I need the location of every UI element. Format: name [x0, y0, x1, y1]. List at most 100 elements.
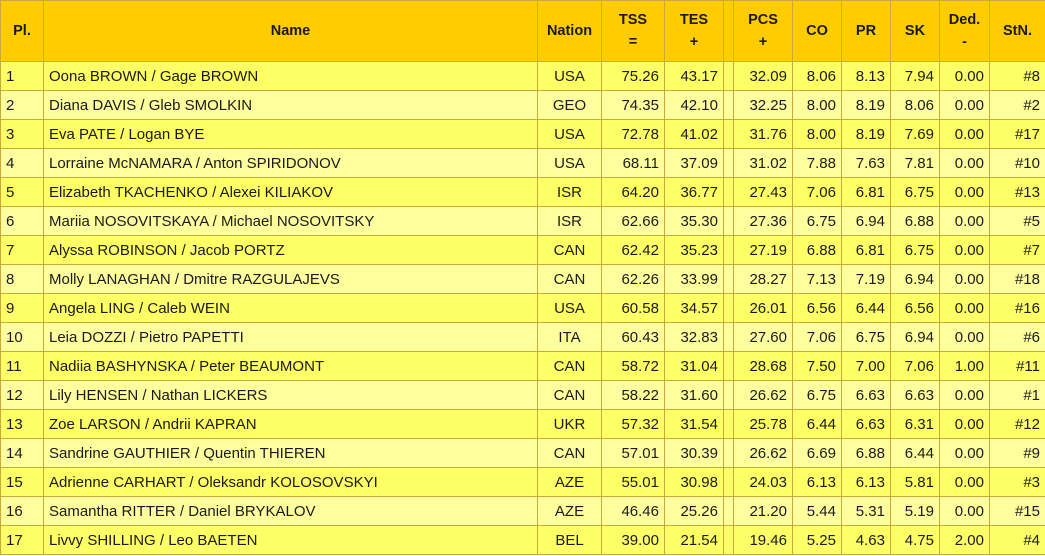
cell-nation: USA	[537, 293, 602, 323]
cell-pr: 7.19	[841, 264, 891, 294]
cell-pr: 8.19	[841, 119, 891, 149]
cell-nation: GEO	[537, 90, 602, 120]
cell-pr: 6.94	[841, 206, 891, 236]
cell-pcs: 26.01	[733, 293, 793, 323]
table-row: 14 Sandrine GAUTHIER / Quentin THIEREN CAN…	[0, 438, 1045, 468]
header-tes: TES +	[664, 0, 724, 62]
cell-pcs: 25.78	[733, 409, 793, 439]
cell-tes: 31.60	[664, 380, 724, 410]
cell-pcs: 24.03	[733, 467, 793, 497]
header-start-number: StN.	[989, 0, 1045, 62]
table-row: 12 Lily HENSEN / Nathan LICKERS CAN 58.22 31…	[0, 380, 1045, 410]
cell-sk: 6.75	[890, 235, 940, 265]
cell-nation: USA	[537, 148, 602, 178]
cell-place: 15	[0, 467, 44, 497]
cell-start-number: #11	[989, 351, 1045, 381]
cell-pr: 7.00	[841, 351, 891, 381]
cell-nation: UKR	[537, 409, 602, 439]
cell-name: Mariia NOSOVITSKAYA / Michael NOSOVITSKY	[43, 206, 538, 236]
cell-place: 6	[0, 206, 44, 236]
cell-deductions: 0.00	[939, 467, 990, 497]
cell-co: 8.06	[792, 61, 842, 91]
cell-name: Samantha RITTER / Daniel BRYKALOV	[43, 496, 538, 526]
table-row: 17 Livvy SHILLING / Leo BAETEN BEL 39.00 21.…	[0, 525, 1045, 555]
cell-nation: CAN	[537, 438, 602, 468]
cell-name: Sandrine GAUTHIER / Quentin THIEREN	[43, 438, 538, 468]
cell-tss: 46.46	[601, 496, 665, 526]
cell-pr: 6.81	[841, 235, 891, 265]
cell-co: 7.06	[792, 322, 842, 352]
table-row: 5 Elizabeth TKACHENKO / Alexei KILIAKOV IS…	[0, 177, 1045, 207]
cell-deductions: 0.00	[939, 264, 990, 294]
cell-spacer	[723, 322, 734, 352]
cell-tss: 57.01	[601, 438, 665, 468]
cell-tss: 74.35	[601, 90, 665, 120]
cell-tss: 60.43	[601, 322, 665, 352]
cell-pcs: 31.76	[733, 119, 793, 149]
cell-sk: 6.63	[890, 380, 940, 410]
cell-start-number: #8	[989, 61, 1045, 91]
cell-pcs: 27.36	[733, 206, 793, 236]
cell-start-number: #2	[989, 90, 1045, 120]
cell-spacer	[723, 409, 734, 439]
cell-start-number: #16	[989, 293, 1045, 323]
cell-deductions: 0.00	[939, 380, 990, 410]
cell-spacer	[723, 525, 734, 555]
cell-place: 5	[0, 177, 44, 207]
cell-pcs: 26.62	[733, 438, 793, 468]
cell-place: 10	[0, 322, 44, 352]
cell-co: 7.06	[792, 177, 842, 207]
cell-co: 7.13	[792, 264, 842, 294]
table-row: 1 Oona BROWN / Gage BROWN USA 75.26 43.17 32.…	[0, 61, 1045, 91]
cell-pr: 5.31	[841, 496, 891, 526]
cell-spacer	[723, 235, 734, 265]
cell-tss: 55.01	[601, 467, 665, 497]
cell-pr: 4.63	[841, 525, 891, 555]
cell-pr: 6.81	[841, 177, 891, 207]
cell-start-number: #13	[989, 177, 1045, 207]
cell-name: Molly LANAGHAN / Dmitre RAZGULAJEVS	[43, 264, 538, 294]
table-row: 11 Nadiia BASHYNSKA / Peter BEAUMONT CAN 58…	[0, 351, 1045, 381]
cell-spacer	[723, 380, 734, 410]
cell-spacer	[723, 61, 734, 91]
cell-sk: 7.81	[890, 148, 940, 178]
cell-nation: CAN	[537, 264, 602, 294]
cell-pr: 6.88	[841, 438, 891, 468]
header-nation: Nation	[537, 0, 602, 62]
cell-pr: 8.19	[841, 90, 891, 120]
cell-co: 5.25	[792, 525, 842, 555]
cell-sk: 5.19	[890, 496, 940, 526]
cell-co: 8.00	[792, 119, 842, 149]
results-body: 1 Oona BROWN / Gage BROWN USA 75.26 43.17 32.…	[0, 61, 1045, 555]
cell-co: 8.00	[792, 90, 842, 120]
cell-tss: 62.66	[601, 206, 665, 236]
header-row: Pl. Name Nation TSS = TES + PCS + CO PR SK …	[0, 0, 1045, 62]
cell-sk: 6.44	[890, 438, 940, 468]
cell-start-number: #1	[989, 380, 1045, 410]
cell-name: Nadiia BASHYNSKA / Peter BEAUMONT	[43, 351, 538, 381]
cell-spacer	[723, 264, 734, 294]
cell-tss: 58.72	[601, 351, 665, 381]
cell-nation: CAN	[537, 235, 602, 265]
cell-deductions: 0.00	[939, 235, 990, 265]
table-row: 16 Samantha RITTER / Daniel BRYKALOV AZE 46…	[0, 496, 1045, 526]
cell-pcs: 27.19	[733, 235, 793, 265]
cell-pr: 6.63	[841, 380, 891, 410]
header-co: CO	[792, 0, 842, 62]
cell-co: 7.50	[792, 351, 842, 381]
cell-tes: 31.04	[664, 351, 724, 381]
cell-tss: 58.22	[601, 380, 665, 410]
cell-tss: 60.58	[601, 293, 665, 323]
cell-place: 1	[0, 61, 44, 91]
cell-pr: 6.63	[841, 409, 891, 439]
cell-pcs: 31.02	[733, 148, 793, 178]
cell-sk: 6.31	[890, 409, 940, 439]
table-row: 10 Leia DOZZI / Pietro PAPETTI ITA 60.43 32.…	[0, 322, 1045, 352]
cell-tss: 75.26	[601, 61, 665, 91]
cell-start-number: #4	[989, 525, 1045, 555]
cell-pcs: 21.20	[733, 496, 793, 526]
cell-sk: 6.56	[890, 293, 940, 323]
cell-sk: 8.06	[890, 90, 940, 120]
table-row: 15 Adrienne CARHART / Oleksandr KOLOSOVSK…	[0, 467, 1045, 497]
